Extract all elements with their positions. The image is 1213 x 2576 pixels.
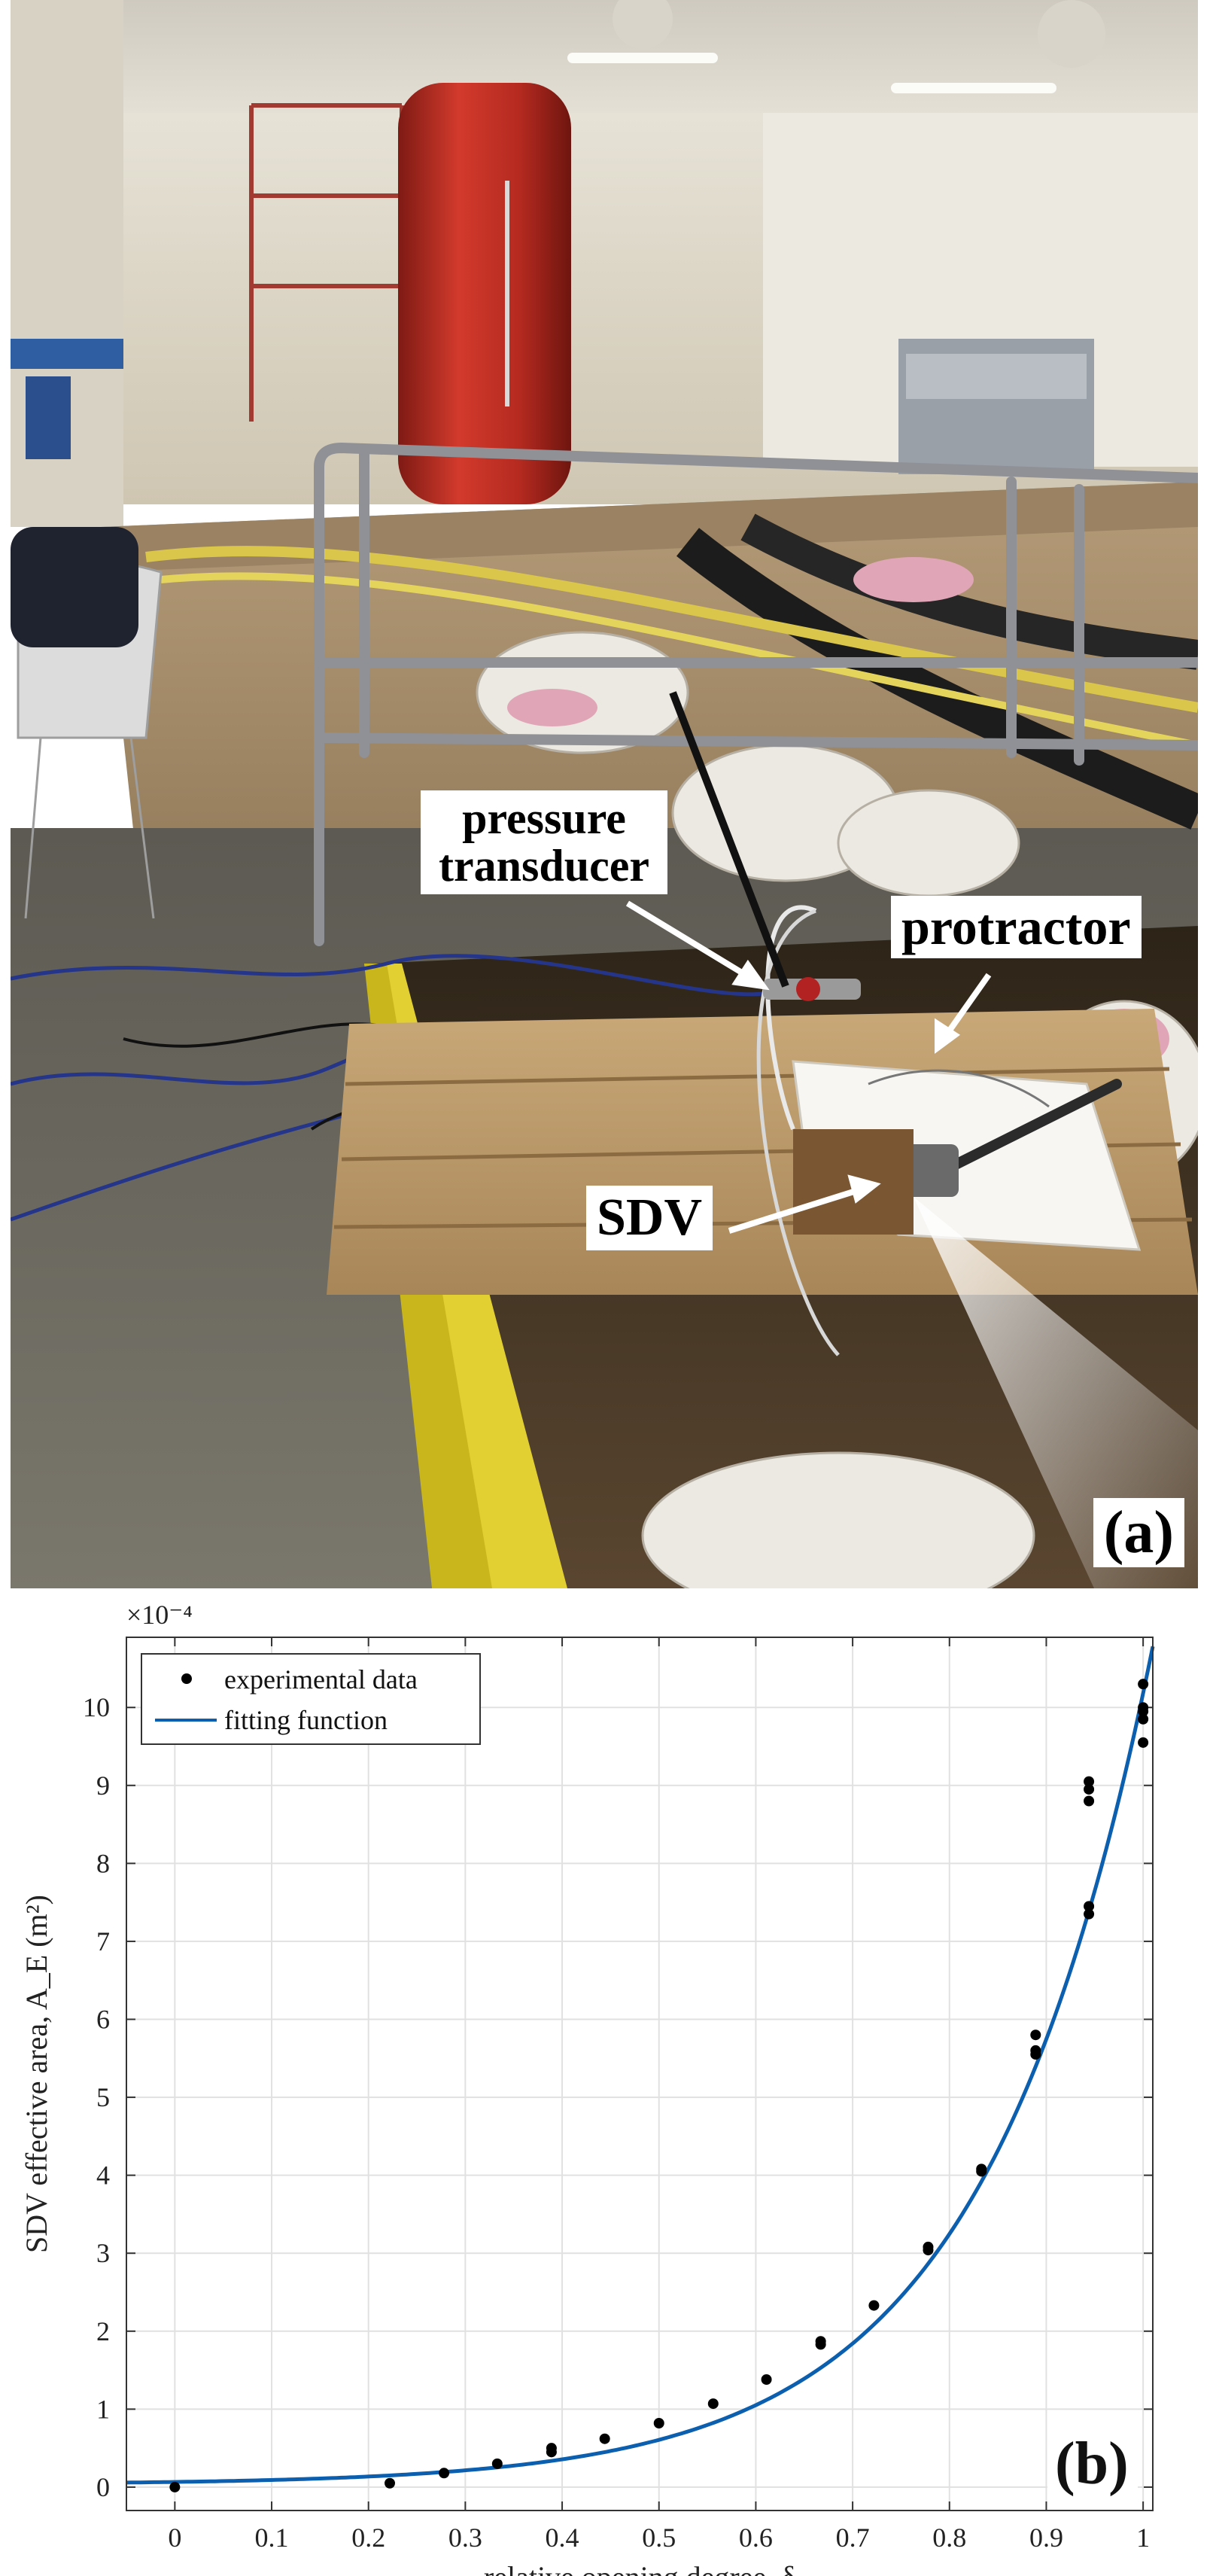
data-point xyxy=(1138,1702,1149,1713)
legend-box xyxy=(141,1653,481,1745)
data-point xyxy=(169,2481,181,2492)
y-tick-label: 6 xyxy=(96,2005,110,2035)
x-tick-label: 1 xyxy=(1136,2523,1150,2553)
data-point xyxy=(1084,1795,1095,1807)
y-tick-label: 7 xyxy=(96,1926,110,1956)
x-tick-label: 0.5 xyxy=(642,2523,676,2553)
series xyxy=(126,1646,1155,2492)
axis-ticks: 0 0.1 0.2 0.3 0.4 0.5 0.6 0.7 0.8 0.9 101234567891… xyxy=(83,1637,1153,2553)
y-tick-label: 9 xyxy=(96,1771,110,1801)
data-point xyxy=(653,2418,664,2428)
x-tick-label: 0.1 xyxy=(255,2523,289,2553)
plot-frame xyxy=(126,1637,1154,2511)
data-point xyxy=(1030,2029,1041,2041)
y-tick-label: 4 xyxy=(96,2160,110,2191)
pressure-transducer-label: pressure transducer xyxy=(421,790,667,894)
photo-panel: pressure transducer protractor SDV (a) xyxy=(11,0,1198,1588)
y-tick-label: 10 xyxy=(83,1692,110,1722)
y-tick-label: 8 xyxy=(96,1848,110,1878)
fit-curve xyxy=(126,1646,1155,2485)
y-tick-label: 3 xyxy=(96,2238,110,2268)
data-point xyxy=(923,2241,934,2252)
legend-label-fit: fitting function xyxy=(224,1705,388,1735)
data-point xyxy=(1138,1679,1149,1690)
data-point xyxy=(1138,1737,1149,1748)
data-point xyxy=(599,2433,610,2444)
protractor-label: protractor xyxy=(891,896,1142,959)
legend-label-experimental: experimental data xyxy=(224,1664,418,1694)
panel-a-tag: (a) xyxy=(1093,1498,1184,1567)
panel-b-tag: (b) xyxy=(1055,2431,1129,2497)
data-point xyxy=(1084,1783,1095,1795)
data-point xyxy=(385,2477,396,2489)
data-point xyxy=(868,2300,880,2311)
data-point xyxy=(1084,1901,1095,1912)
data-point xyxy=(761,2374,772,2385)
panel-b-tag-background xyxy=(1047,2428,1138,2500)
grid xyxy=(126,1637,1153,2511)
x-tick-label: 0.2 xyxy=(351,2523,385,2553)
data-point xyxy=(707,2398,719,2410)
x-tick-label: 0.3 xyxy=(448,2523,482,2553)
y-tick-label: 0 xyxy=(96,2472,110,2502)
data-point xyxy=(815,2336,826,2347)
effective-area-chart: 0 0.1 0.2 0.3 0.4 0.5 0.6 0.7 0.8 0.9 101234567891… xyxy=(20,1600,1155,2576)
x-tick-label: 0 xyxy=(168,2523,181,2553)
y-tick-label: 2 xyxy=(96,2316,110,2346)
y-tick-label: 5 xyxy=(96,2082,110,2112)
y-exponent-label: ×10⁻⁴ xyxy=(126,1600,193,1630)
legend-marker-experimental xyxy=(181,1673,192,1684)
x-tick-label: 0.4 xyxy=(546,2523,579,2553)
legend: experimental data fitting function xyxy=(141,1653,481,1745)
data-point xyxy=(1084,1908,1095,1920)
data-point xyxy=(491,2458,503,2469)
x-tick-label: 0.8 xyxy=(932,2523,966,2553)
sdv-label: SDV xyxy=(586,1186,713,1250)
panel-b-tag-group: (b) xyxy=(1047,2428,1138,2500)
x-tick-label: 0.7 xyxy=(836,2523,870,2553)
data-point xyxy=(1030,2045,1041,2056)
data-point xyxy=(1138,1713,1149,1725)
data-point xyxy=(546,2443,557,2454)
x-axis-label: relative opening degree, δ xyxy=(484,2560,795,2576)
y-axis-label: SDV effective area, A_E (m²) xyxy=(20,1895,53,2253)
data-point xyxy=(1084,1776,1095,1787)
y-tick-label: 1 xyxy=(96,2394,110,2424)
x-tick-label: 0.9 xyxy=(1029,2523,1063,2553)
x-tick-label: 0.6 xyxy=(739,2523,773,2553)
data-point xyxy=(439,2468,450,2479)
data-point xyxy=(976,2163,987,2175)
